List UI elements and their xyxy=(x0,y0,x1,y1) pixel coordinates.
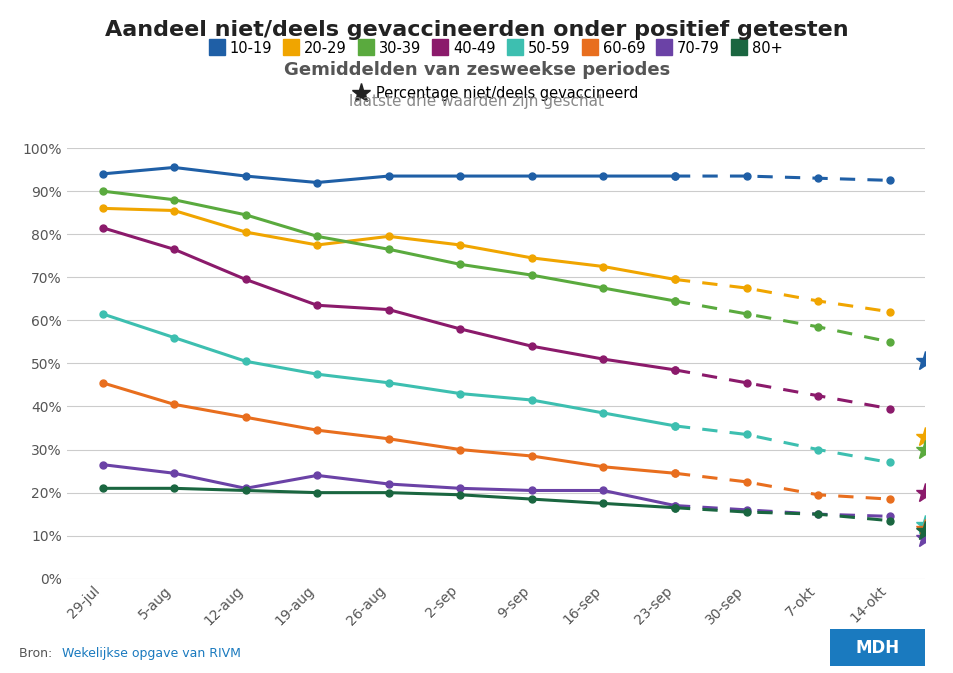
Text: laatste drie waarden zijn geschat: laatste drie waarden zijn geschat xyxy=(349,94,604,109)
Text: Gemiddelden van zesweekse periodes: Gemiddelden van zesweekse periodes xyxy=(284,61,669,79)
Text: Bron:: Bron: xyxy=(19,647,56,660)
Text: Aandeel niet/deels gevaccineerden onder positief getesten: Aandeel niet/deels gevaccineerden onder … xyxy=(105,20,848,40)
Legend: Percentage niet/deels gevaccineerd: Percentage niet/deels gevaccineerd xyxy=(348,80,643,106)
Text: MDH: MDH xyxy=(855,639,899,657)
Text: Wekelijkse opgave van RIVM: Wekelijkse opgave van RIVM xyxy=(62,647,240,660)
